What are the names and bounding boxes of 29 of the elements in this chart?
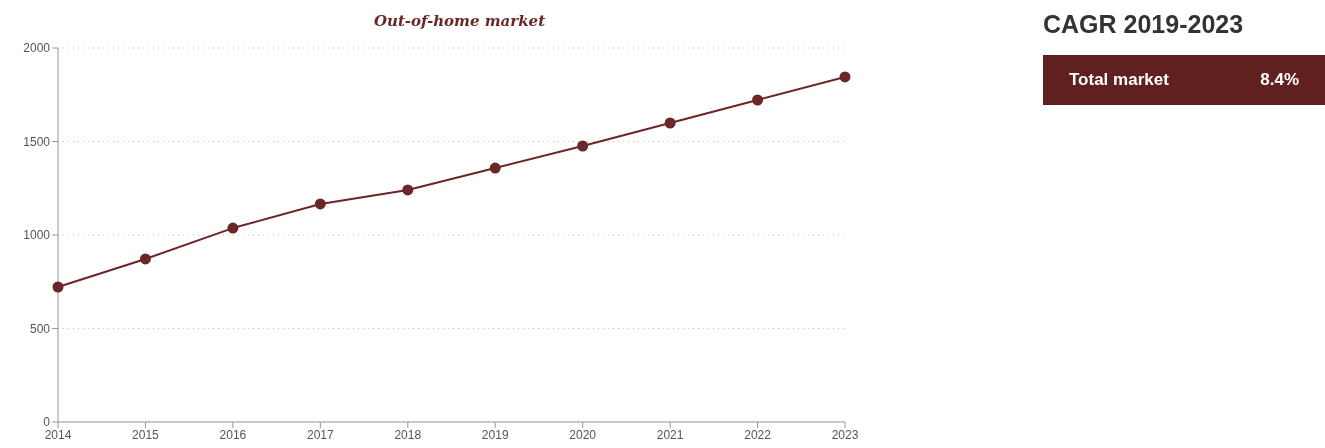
point xyxy=(227,222,239,234)
x-tick-label: 2016 xyxy=(219,427,247,442)
text: 8.4% xyxy=(1260,70,1299,90)
y-tick-label: 2000 xyxy=(23,41,51,56)
y-tick-label: 500 xyxy=(29,321,51,336)
x-tick-label: 2017 xyxy=(306,427,334,442)
point xyxy=(839,71,851,83)
y-tick-label: 1000 xyxy=(23,228,51,243)
text: CAGR 2019-2023 xyxy=(1043,10,1245,39)
x-tick-label: 2023 xyxy=(831,427,859,442)
point xyxy=(664,117,676,129)
x-tick-label: 2021 xyxy=(656,427,684,442)
x-tick-label: 2020 xyxy=(569,427,597,442)
x-tick-label: 2022 xyxy=(744,427,772,442)
point xyxy=(402,184,414,196)
x-tick-label: 2019 xyxy=(481,427,509,442)
y-tick-label: 0 xyxy=(43,415,51,430)
point xyxy=(752,94,764,106)
chart-title: Out-of-home market xyxy=(372,12,547,30)
x-tick-label: 2018 xyxy=(394,427,422,442)
point xyxy=(139,253,151,265)
point xyxy=(314,198,326,210)
point xyxy=(577,140,589,152)
text: Total market xyxy=(1069,70,1169,90)
point xyxy=(489,162,501,174)
x-tick-label: 2015 xyxy=(132,427,160,442)
point xyxy=(52,281,64,293)
y-tick-label: 1500 xyxy=(23,134,51,149)
x-tick-label: 2014 xyxy=(44,427,72,442)
